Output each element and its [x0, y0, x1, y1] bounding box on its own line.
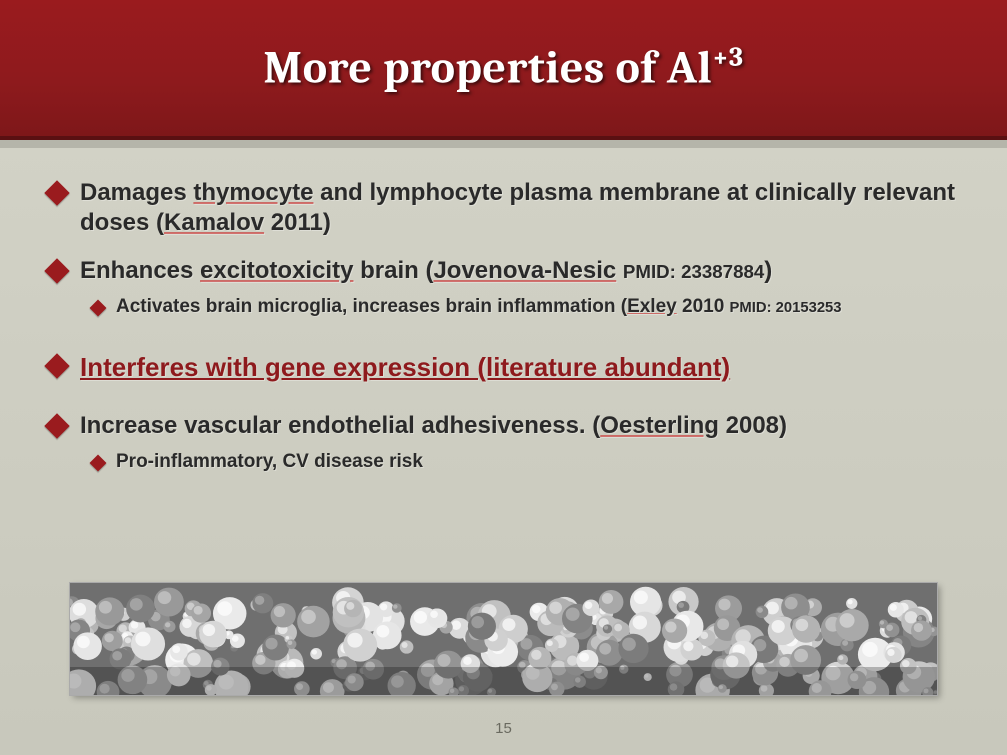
title-superscript: +3 [712, 41, 743, 73]
bullet-row: Increase vascular endothelial adhesivene… [48, 411, 959, 441]
diamond-bullet-icon [44, 414, 69, 439]
page-number: 15 [0, 720, 1007, 737]
bullet-row: Pro-inflammatory, CV disease risk [92, 451, 959, 474]
bullet-text: Activates brain microglia, increases bra… [116, 296, 842, 319]
title-bar: More properties of Al+3 [0, 0, 1007, 140]
bullet-text: Pro-inflammatory, CV disease risk [116, 451, 423, 474]
slide-title: More properties of Al+3 [263, 41, 743, 94]
diamond-bullet-icon [44, 258, 69, 283]
bullet-text: Interferes with gene expression (literat… [80, 351, 730, 384]
slide: More properties of Al+3 Damages thymocyt… [0, 0, 1007, 755]
bullet-row: Activates brain microglia, increases bra… [92, 296, 959, 319]
bullet-text: Damages thymocyte and lymphocyte plasma … [80, 178, 959, 238]
slide-content: Damages thymocyte and lymphocyte plasma … [0, 140, 1007, 474]
diamond-bullet-icon [44, 180, 69, 205]
sem-image-strip [70, 583, 937, 695]
bullet-row: Damages thymocyte and lymphocyte plasma … [48, 178, 959, 238]
diamond-bullet-icon [44, 353, 69, 378]
bullet-row: Interferes with gene expression (literat… [48, 351, 959, 384]
bullet-row: Enhances excitotoxicity brain (Jovenova-… [48, 256, 959, 286]
bullet-text: Enhances excitotoxicity brain (Jovenova-… [80, 256, 772, 286]
title-prefix: More properties of Al [263, 42, 712, 95]
diamond-bullet-icon [90, 455, 107, 472]
diamond-bullet-icon [90, 300, 107, 317]
bullet-text: Increase vascular endothelial adhesivene… [80, 411, 787, 441]
